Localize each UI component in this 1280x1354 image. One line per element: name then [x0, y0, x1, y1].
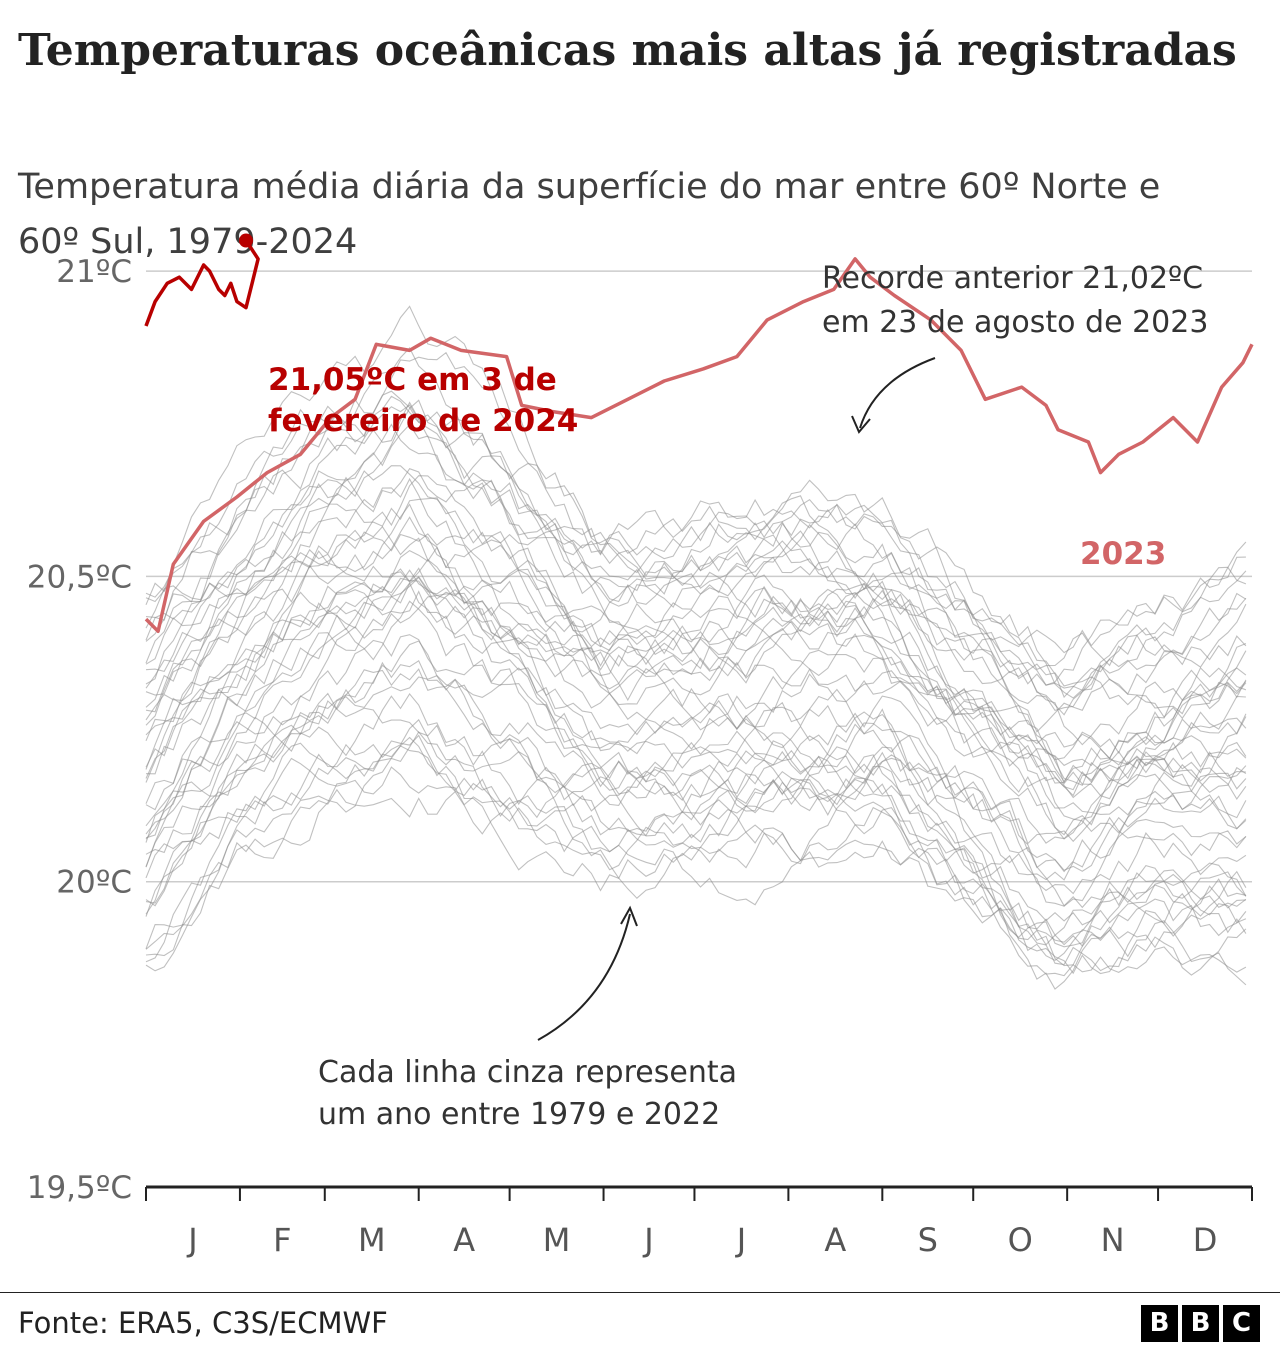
x-tick-label: N	[1101, 1221, 1125, 1259]
history-year-line	[145, 668, 1247, 907]
history-year-line	[145, 634, 1247, 872]
bbc-logo-b1: B	[1141, 1305, 1178, 1342]
history-year-line	[145, 399, 1247, 733]
annotation-gray-lines: Cada linha cinza representa um ano entre…	[318, 905, 737, 1132]
history-year-line	[145, 525, 1247, 834]
x-tick-label: J	[186, 1221, 197, 1259]
x-tick-label: A	[824, 1221, 846, 1259]
annotation-2024-record: 21,05ºC em 3 de fevereiro de 2024	[268, 362, 578, 439]
annotation-2023-arrowhead	[851, 415, 871, 434]
x-axis	[145, 1185, 1253, 1201]
annotation-2024-line-1: 21,05ºC em 3 de	[268, 362, 557, 398]
annotation-gray-line-2: um ano entre 1979 e 2022	[318, 1097, 720, 1132]
history-year-line	[145, 640, 1247, 947]
x-tick-label: J	[735, 1221, 746, 1259]
series-lines	[144, 233, 1254, 634]
history-year-line	[145, 516, 1247, 819]
annotation-2024-line-2: fevereiro de 2024	[268, 403, 578, 439]
history-year-line	[145, 477, 1247, 761]
series-2023-line	[144, 257, 1254, 634]
history-year-line	[145, 582, 1247, 895]
history-year-line	[145, 734, 1247, 976]
y-tick-label: 19,5ºC	[27, 1170, 132, 1206]
history-year-line	[145, 757, 1247, 986]
history-year-line	[145, 718, 1247, 972]
x-tick-label: S	[918, 1221, 938, 1259]
history-year-line	[145, 567, 1246, 784]
history-year-line	[145, 592, 1247, 873]
series-2024-line	[144, 239, 260, 327]
history-year-line	[145, 577, 1247, 799]
history-year-line	[145, 558, 1247, 791]
chart-area: 19,5ºC 20ºC 20,5ºC 21ºC J F M A M J J A S O N D 21,05º…	[27, 233, 1254, 1259]
bbc-logo-b2: B	[1182, 1305, 1219, 1342]
annotation-gray-line-1: Cada linha cinza representa	[318, 1055, 737, 1090]
history-year-line	[145, 351, 1247, 671]
history-year-line	[145, 468, 1247, 720]
annotation-gray-arrow	[537, 913, 631, 1041]
history-year-line	[145, 692, 1246, 911]
bbc-logo: B B C	[1141, 1305, 1260, 1342]
x-tick-label: A	[453, 1221, 475, 1259]
history-year-line	[145, 395, 1247, 654]
annotation-2023-line-2: em 23 de agosto de 2023	[822, 305, 1208, 340]
history-year-line	[145, 569, 1247, 845]
history-year-line	[145, 465, 1247, 746]
history-year-line	[145, 423, 1247, 712]
history-year-line	[145, 475, 1247, 767]
x-tick-label: M	[543, 1221, 571, 1259]
gridlines	[146, 270, 1252, 883]
history-year-line	[145, 401, 1247, 699]
annotation-2023-record: Recorde anterior 21,02ºC em 23 de agosto…	[822, 261, 1208, 434]
history-year-line	[145, 305, 1246, 686]
annotation-gray-arrowhead	[620, 905, 638, 927]
history-year-line	[145, 528, 1247, 783]
history-year-line	[145, 576, 1247, 840]
annotation-2023-line-1: Recorde anterior 21,02ºC	[822, 261, 1203, 296]
chart-subtitle: Temperatura média diária da superfície d…	[18, 167, 1161, 262]
x-tick-label: D	[1193, 1221, 1218, 1259]
history-year-line	[145, 659, 1247, 926]
history-year-line	[145, 735, 1247, 943]
history-year-line	[145, 675, 1247, 946]
history-year-line	[145, 533, 1246, 760]
x-tick-label: O	[1008, 1221, 1033, 1259]
label-2023: 2023	[1080, 536, 1166, 572]
history-year-line	[145, 423, 1247, 787]
x-tick-label: M	[358, 1221, 386, 1259]
history-lines	[145, 305, 1247, 990]
bbc-logo-c: C	[1223, 1305, 1260, 1342]
y-tick-label: 21ºC	[56, 254, 132, 290]
history-year-line	[145, 390, 1247, 716]
history-year-line	[145, 576, 1247, 844]
annotation-2023-arrow	[859, 357, 936, 429]
history-year-line	[145, 404, 1247, 699]
history-year-line	[145, 731, 1247, 950]
y-tick-label: 20ºC	[56, 865, 132, 901]
series-2024-end-point	[238, 233, 253, 248]
chart-title: Temperaturas oceânicas mais altas já reg…	[18, 25, 1237, 76]
footer-divider	[0, 1292, 1280, 1293]
y-tick-label: 20,5ºC	[27, 559, 132, 595]
x-tick-label: F	[273, 1221, 291, 1259]
source-note: Fonte: ERA5, C3S/ECMWF	[18, 1306, 388, 1340]
x-tick-label: J	[642, 1221, 653, 1259]
y-tick-labels: 19,5ºC 20ºC 20,5ºC 21ºC	[27, 254, 132, 1206]
